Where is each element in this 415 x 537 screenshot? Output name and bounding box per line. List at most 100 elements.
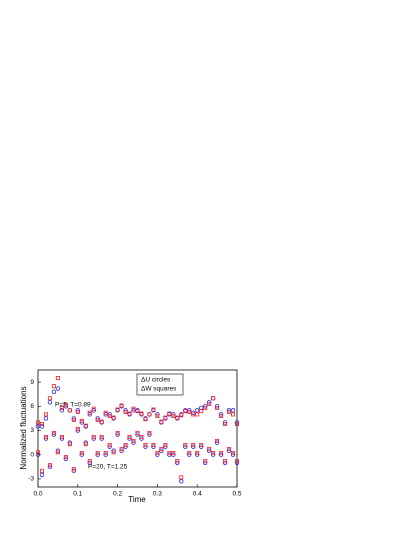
square-marker xyxy=(143,443,148,448)
square-marker xyxy=(127,434,132,439)
square-marker xyxy=(227,447,232,452)
square-marker xyxy=(115,430,120,435)
square-marker xyxy=(195,451,200,456)
x-tick-label: 0.0 xyxy=(33,491,42,498)
square-marker xyxy=(227,409,232,414)
y-tick-label: -3 xyxy=(28,476,34,483)
square-marker xyxy=(47,396,52,401)
y-tick-label: 0 xyxy=(30,451,34,458)
square-marker xyxy=(107,413,112,418)
square-marker xyxy=(59,405,64,410)
square-marker xyxy=(231,412,236,417)
square-marker xyxy=(143,417,148,422)
square-marker xyxy=(139,411,144,416)
x-tick-label: 0.2 xyxy=(113,491,122,498)
square-marker xyxy=(119,447,124,452)
square-marker xyxy=(151,443,156,448)
square-marker xyxy=(211,451,216,456)
square-marker xyxy=(223,422,228,427)
square-marker xyxy=(107,443,112,448)
square-marker xyxy=(231,451,236,456)
square-marker xyxy=(111,450,116,455)
square-marker xyxy=(83,442,88,447)
square-marker xyxy=(67,408,72,413)
square-marker xyxy=(203,459,208,464)
square-marker xyxy=(147,412,152,417)
square-marker xyxy=(191,443,196,448)
square-marker xyxy=(47,463,52,468)
square-marker xyxy=(99,434,104,439)
square-marker xyxy=(79,418,84,423)
circle-marker xyxy=(43,416,49,421)
square-marker xyxy=(39,468,44,473)
square-marker xyxy=(234,459,239,464)
square-marker xyxy=(171,451,176,456)
square-marker xyxy=(159,447,164,452)
y-tick-label: 3 xyxy=(30,427,34,434)
square-marker xyxy=(175,459,180,464)
square-marker xyxy=(167,411,172,416)
square-marker xyxy=(179,475,184,480)
square-marker xyxy=(103,451,108,456)
square-marker xyxy=(99,419,104,424)
curve-label: P=5, T=0.89 xyxy=(55,402,91,409)
square-marker xyxy=(203,405,208,410)
square-marker xyxy=(187,409,192,414)
circle-marker xyxy=(59,408,65,413)
square-marker xyxy=(191,412,196,417)
square-marker xyxy=(135,409,140,414)
square-marker xyxy=(234,422,239,427)
y-axis-title: Normalized fluctuations xyxy=(19,386,28,469)
square-marker xyxy=(171,413,176,418)
square-marker xyxy=(207,401,212,406)
square-marker xyxy=(36,420,41,425)
square-marker xyxy=(59,434,64,439)
square-marker xyxy=(63,402,68,407)
y-tick-label: 9 xyxy=(30,379,34,386)
square-marker xyxy=(163,415,168,420)
square-marker xyxy=(91,434,96,439)
square-marker xyxy=(119,403,124,408)
square-marker xyxy=(151,407,156,412)
square-marker xyxy=(195,412,200,417)
square-marker xyxy=(36,450,41,455)
square-marker xyxy=(175,415,180,420)
square-marker xyxy=(187,451,192,456)
circle-marker xyxy=(51,389,57,394)
square-marker xyxy=(51,384,56,389)
square-marker xyxy=(39,422,44,427)
square-marker xyxy=(75,409,80,414)
square-marker xyxy=(103,410,108,415)
square-marker xyxy=(91,406,96,411)
y-tick-label: 6 xyxy=(30,403,34,410)
circle-marker xyxy=(47,400,53,405)
x-tick-label: 0.4 xyxy=(193,491,202,498)
square-marker xyxy=(71,467,76,472)
x-tick-label: 0.3 xyxy=(153,491,162,498)
square-marker xyxy=(87,459,92,464)
square-marker xyxy=(211,396,216,401)
square-marker xyxy=(183,409,188,414)
square-marker xyxy=(207,447,212,452)
square-marker xyxy=(159,419,164,424)
square-marker xyxy=(83,423,88,428)
circle-marker xyxy=(39,472,45,478)
square-marker xyxy=(43,412,48,417)
legend-entry: ΔW squares xyxy=(141,386,177,393)
square-marker xyxy=(199,409,204,414)
circle-marker xyxy=(39,424,45,429)
square-marker xyxy=(115,407,120,412)
circle-marker xyxy=(230,408,236,413)
square-marker xyxy=(127,411,132,416)
x-tick-label: 0.5 xyxy=(232,491,241,498)
circle-marker xyxy=(55,386,61,391)
square-marker xyxy=(147,430,152,435)
legend-entry: ΔU circles xyxy=(141,377,171,384)
square-marker xyxy=(55,376,60,381)
square-marker xyxy=(67,442,72,447)
square-marker xyxy=(123,443,128,448)
legend-box xyxy=(136,373,184,396)
circle-marker xyxy=(179,479,184,484)
square-marker xyxy=(215,439,220,444)
